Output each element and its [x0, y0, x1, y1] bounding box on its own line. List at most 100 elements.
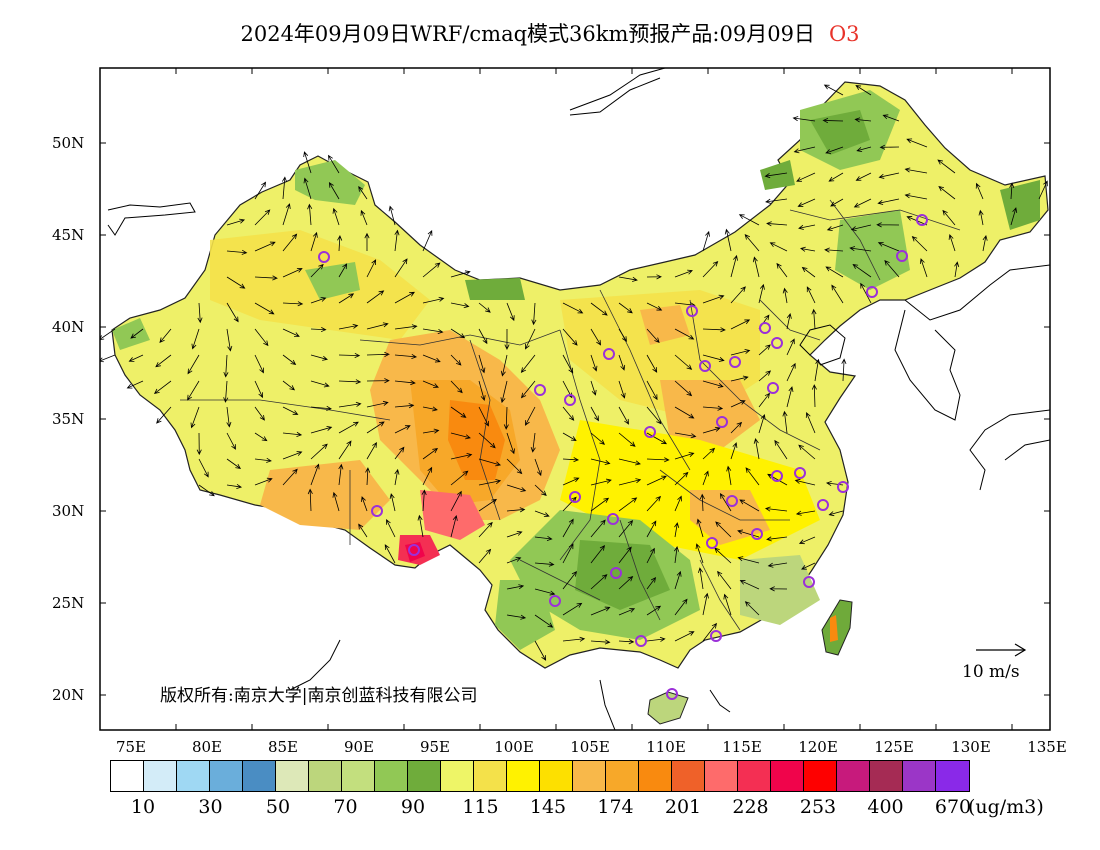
wind-arrow — [226, 483, 243, 489]
wind-arrow — [792, 116, 816, 122]
wind-arrow — [646, 302, 663, 311]
wind-arrow — [153, 380, 172, 394]
wind-arrow — [877, 241, 900, 252]
wind-arrow — [766, 536, 788, 542]
wind-arrow — [697, 567, 704, 590]
wind-arrow — [254, 328, 269, 347]
wind-arrow — [365, 467, 371, 486]
wind-arrow — [562, 432, 577, 441]
wind-arrow — [254, 432, 268, 442]
wind-arrow — [196, 432, 202, 456]
wind-arrow — [854, 117, 872, 123]
wind-arrow — [674, 570, 682, 590]
wind-arrow — [954, 261, 960, 278]
wind-arrow — [254, 406, 265, 421]
wind-arrow — [254, 380, 264, 399]
wind-arrow — [337, 235, 343, 252]
wind-arrow — [674, 452, 695, 460]
wind-arrow — [520, 354, 536, 373]
wind-arrow — [282, 233, 298, 252]
wind-arrow — [765, 198, 788, 204]
wind-arrow — [674, 471, 689, 486]
wind-arrow — [702, 294, 725, 304]
station-marker-icon — [699, 360, 711, 372]
station-marker-icon — [610, 567, 622, 579]
wind-arrow — [338, 323, 359, 330]
wind-arrow — [723, 593, 732, 616]
wind-arrow — [982, 234, 988, 252]
wind-arrow — [904, 167, 928, 174]
wind-arrow — [422, 262, 441, 278]
wind-arrow — [646, 605, 662, 616]
wind-arrow — [254, 181, 267, 200]
wind-arrow — [674, 328, 695, 340]
wind-arrow — [769, 586, 788, 592]
wind-arrow — [646, 406, 662, 425]
colorbar-tick-label: 50 — [265, 796, 291, 818]
wind-arrow — [394, 291, 415, 304]
wind-arrow — [534, 640, 547, 661]
wind-arrow — [782, 410, 788, 434]
wind-arrow — [702, 354, 725, 362]
wind-arrow — [702, 405, 724, 411]
wind-arrow — [384, 544, 396, 564]
wind-arrow — [853, 198, 872, 208]
wind-arrow — [562, 543, 574, 564]
wind-arrow — [226, 218, 246, 226]
station-marker-icon — [896, 250, 908, 262]
station-marker-icon — [603, 348, 615, 360]
wind-arrow — [282, 380, 296, 391]
wind-arrow — [338, 463, 344, 486]
wind-arrow — [198, 484, 215, 497]
wind-arrow — [590, 354, 598, 372]
wind-arrow — [128, 354, 144, 362]
wind-arrow — [254, 457, 272, 463]
colorbar-swatch — [111, 761, 144, 791]
pollutant-species: O3 — [828, 22, 860, 46]
colorbar-swatch — [507, 761, 540, 791]
wind-arrow — [618, 575, 634, 590]
wind-arrow — [699, 493, 705, 512]
wind-arrow — [674, 406, 695, 419]
wind-arrow — [191, 328, 200, 350]
station-markers — [318, 214, 928, 700]
station-marker-icon — [549, 595, 561, 607]
wind-arrow — [738, 214, 760, 226]
wind-arrow — [752, 256, 760, 278]
wind-arrow — [534, 614, 554, 628]
wind-arrow — [798, 224, 816, 230]
wind-arrow — [366, 442, 377, 460]
wind-arrow — [562, 457, 580, 463]
wind-arrow — [590, 406, 599, 422]
wind-arrow — [478, 432, 496, 449]
colorbar-tick-label: 115 — [462, 796, 499, 818]
wind-arrow — [450, 302, 470, 309]
wind-arrow — [281, 176, 288, 200]
lon-label-75e: 75E — [115, 738, 147, 756]
wind-arrow — [758, 370, 772, 382]
wind-arrow — [394, 353, 418, 360]
wind-arrow — [618, 354, 626, 371]
wind-arrow — [674, 432, 697, 439]
wind-arrow — [394, 468, 400, 486]
wind-arrow — [1009, 182, 1015, 200]
wind-arrow — [534, 458, 542, 477]
lon-label-135e: 135E — [1027, 738, 1067, 756]
colorbar-swatch — [408, 761, 441, 791]
colorbar-tick-label: 70 — [333, 796, 358, 818]
wind-arrow — [450, 490, 462, 512]
wind-arrow — [825, 146, 844, 154]
colorbar-swatch — [243, 761, 276, 791]
wind-arrow — [590, 432, 606, 445]
wind-arrow — [786, 386, 794, 408]
station-marker-icon — [371, 505, 383, 517]
lat-label-45n: 45N — [52, 226, 85, 244]
coastlines — [107, 68, 1050, 730]
wind-arrow — [822, 118, 844, 124]
wind-arrow — [366, 421, 385, 434]
wind-arrow — [590, 574, 608, 590]
lat-label-35n: 35N — [52, 410, 85, 428]
wind-arrow — [562, 328, 578, 346]
wind-arrow — [366, 259, 377, 278]
wind-arrow — [904, 193, 928, 200]
